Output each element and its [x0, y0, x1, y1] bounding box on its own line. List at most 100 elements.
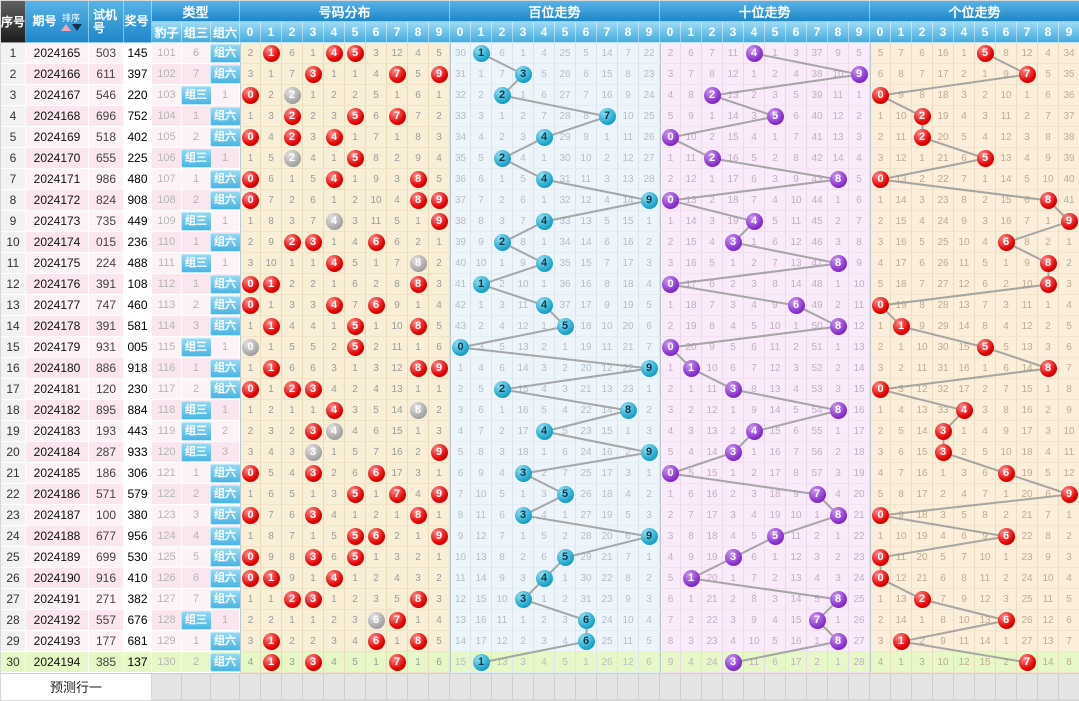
prediction-empty-cell[interactable]	[597, 673, 618, 700]
repeat-digit-ball: 2	[283, 86, 301, 104]
trend-cell: 1	[513, 484, 534, 505]
type-cell: 组三	[180, 148, 212, 169]
trend-cell: 14	[765, 400, 786, 421]
prediction-empty-cell[interactable]	[408, 673, 429, 700]
prediction-empty-cell[interactable]	[471, 673, 492, 700]
trend-cell: 4	[765, 610, 786, 631]
drawn-number-ball: 3	[934, 443, 952, 461]
prediction-empty-cell[interactable]	[261, 673, 282, 700]
prediction-empty-cell[interactable]	[933, 673, 954, 700]
trend-cell: 3	[723, 232, 744, 253]
trend-cell: 17	[1017, 421, 1038, 442]
prediction-empty-cell[interactable]	[492, 673, 513, 700]
test-number-cell: 696	[89, 106, 124, 127]
type-cell: 108	[152, 190, 182, 211]
sort-control[interactable]: 排序	[60, 13, 82, 31]
prediction-empty-cell[interactable]	[324, 673, 345, 700]
trend-cell: 3	[240, 253, 261, 274]
prediction-empty-cell[interactable]	[975, 673, 996, 700]
column-header-period[interactable]: 期号 排序	[26, 1, 89, 43]
prediction-empty-cell[interactable]	[891, 673, 912, 700]
test-number-cell: 287	[89, 442, 124, 463]
trend-cell: 4	[828, 484, 849, 505]
prediction-empty-cell[interactable]	[534, 673, 555, 700]
drawn-number-ball: 8	[1039, 254, 1057, 272]
drawn-number-ball: 7	[1018, 653, 1036, 671]
trend-cell: 10	[996, 442, 1017, 463]
drawn-number-ball: 1	[262, 632, 280, 650]
prediction-empty-cell[interactable]	[744, 673, 765, 700]
prediction-empty-cell[interactable]	[1059, 673, 1079, 700]
trend-cell: 28	[849, 652, 870, 673]
trend-cell: 2	[723, 421, 744, 442]
prediction-empty-cell[interactable]	[152, 673, 182, 700]
prediction-empty-cell[interactable]	[765, 673, 786, 700]
prediction-empty-cell[interactable]	[828, 673, 849, 700]
trend-cell: 20	[702, 568, 723, 589]
type-cell: 组六	[209, 463, 241, 484]
prize-number-cell: 956	[124, 526, 152, 547]
trend-cell: 4	[660, 547, 681, 568]
prediction-empty-cell[interactable]	[849, 673, 870, 700]
prediction-empty-cell[interactable]	[912, 673, 933, 700]
prediction-row-label-cell[interactable]: 预测行一	[1, 673, 152, 700]
trend-cell: 12	[1059, 463, 1079, 484]
prediction-empty-cell[interactable]	[1038, 673, 1059, 700]
prediction-empty-cell[interactable]	[303, 673, 324, 700]
prediction-empty-cell[interactable]	[282, 673, 303, 700]
test-number-cell: 100	[89, 505, 124, 526]
trend-cell: 23	[618, 379, 639, 400]
trend-cell: 1	[366, 316, 387, 337]
prediction-empty-cell[interactable]	[240, 673, 261, 700]
prediction-empty-cell[interactable]	[954, 673, 975, 700]
prediction-empty-cell[interactable]	[639, 673, 660, 700]
trend-cell: 6	[366, 526, 387, 547]
prediction-empty-cell[interactable]	[681, 673, 702, 700]
trend-cell: 5	[996, 337, 1017, 358]
prediction-empty-cell[interactable]	[555, 673, 576, 700]
trend-cell: 6	[576, 631, 597, 652]
prediction-empty-cell[interactable]	[429, 673, 450, 700]
trend-cell: 2	[912, 589, 933, 610]
trend-cell: 3	[912, 652, 933, 673]
trend-cell: 13	[702, 421, 723, 442]
trend-cell: 1	[660, 484, 681, 505]
type-cell: 组三	[180, 337, 212, 358]
trend-cell: 14	[702, 442, 723, 463]
prediction-empty-cell[interactable]	[450, 673, 471, 700]
prediction-empty-cell[interactable]	[366, 673, 387, 700]
prediction-empty-cell[interactable]	[702, 673, 723, 700]
sort-desc-icon[interactable]	[71, 23, 82, 31]
trend-cell: 3	[387, 547, 408, 568]
trend-cell: 2	[282, 274, 303, 295]
prediction-empty-cell[interactable]	[807, 673, 828, 700]
prediction-empty-cell[interactable]	[387, 673, 408, 700]
prediction-empty-cell[interactable]	[723, 673, 744, 700]
prediction-empty-cell[interactable]	[618, 673, 639, 700]
prediction-empty-cell[interactable]	[1017, 673, 1038, 700]
trend-cell: 9	[765, 295, 786, 316]
prediction-empty-cell[interactable]	[996, 673, 1017, 700]
sort-asc-icon[interactable]	[60, 23, 71, 31]
prediction-empty-cell[interactable]	[182, 673, 211, 700]
prediction-empty-cell[interactable]	[660, 673, 681, 700]
trend-cell: 2	[660, 379, 681, 400]
trend-cell: 1	[261, 316, 282, 337]
trend-cell: 6	[576, 610, 597, 631]
trend-cell: 24	[1017, 568, 1038, 589]
trend-cell: 6	[660, 589, 681, 610]
prediction-empty-cell[interactable]	[211, 673, 240, 700]
trend-cell: 2	[702, 127, 723, 148]
drawn-number-ball: 0	[242, 170, 259, 188]
prediction-empty-cell[interactable]	[345, 673, 366, 700]
trend-cell: 2	[681, 400, 702, 421]
prediction-empty-cell[interactable]	[513, 673, 534, 700]
trend-cell: 11	[1059, 442, 1079, 463]
trend-cell: 2	[786, 337, 807, 358]
trend-cell: 1	[828, 652, 849, 673]
prediction-empty-cell[interactable]	[576, 673, 597, 700]
prediction-empty-cell[interactable]	[870, 673, 891, 700]
trend-cell: 10	[933, 652, 954, 673]
prediction-empty-cell[interactable]	[786, 673, 807, 700]
trend-cell: 23	[849, 547, 870, 568]
